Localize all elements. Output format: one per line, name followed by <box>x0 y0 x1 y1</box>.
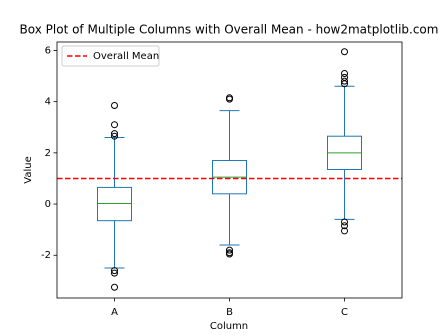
y-tick-label: 4 <box>45 97 51 108</box>
x-tick-label: B <box>226 307 233 318</box>
outlier <box>111 267 118 275</box>
y-tick-label: 2 <box>45 148 51 159</box>
outlier <box>226 250 233 258</box>
box <box>97 186 132 222</box>
x-tick-label: A <box>111 307 118 318</box>
outlier <box>341 80 348 88</box>
outlier <box>226 95 233 103</box>
x-tick-label: C <box>341 307 348 318</box>
x-axis-label: Column <box>210 321 248 332</box>
outlier <box>341 218 348 226</box>
outlier <box>111 130 118 138</box>
outlier <box>111 121 118 129</box>
y-tick-label: 0 <box>45 199 51 210</box>
outlier <box>111 283 118 291</box>
plot-frame <box>56 41 403 299</box>
legend-box <box>61 45 160 67</box>
y-tick-label: -2 <box>41 250 51 261</box>
outlier <box>341 227 348 235</box>
y-tick-label: 6 <box>45 45 51 56</box>
outlier <box>341 77 348 85</box>
outlier <box>111 101 118 109</box>
legend-label: Overall Mean <box>93 51 159 62</box>
outlier <box>341 69 348 77</box>
outlier <box>341 48 348 56</box>
outlier <box>226 246 233 254</box>
outlier <box>111 132 118 140</box>
outlier <box>111 269 118 277</box>
outlier <box>341 222 348 230</box>
y-axis-label: Value <box>23 156 34 183</box>
chart-title: Box Plot of Multiple Columns with Overal… <box>20 23 439 37</box>
